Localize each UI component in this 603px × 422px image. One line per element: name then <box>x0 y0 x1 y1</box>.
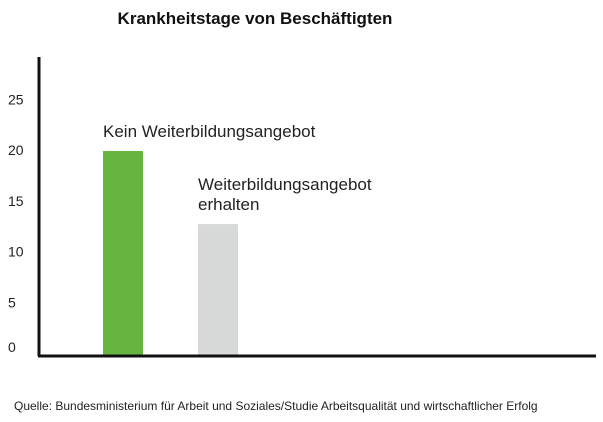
bar-label-1: Kein Weiterbildungsangebot <box>103 122 316 141</box>
bar-2 <box>198 224 238 356</box>
y-tick-label: 20 <box>8 142 24 158</box>
bar-labels-group: Kein Weiterbildungsangebot Weiterbildungs… <box>103 122 372 214</box>
y-tick-label: 5 <box>8 294 16 310</box>
y-tick-label: 15 <box>8 193 24 209</box>
chart-title: Krankheitstage von Beschäftigten <box>117 9 393 28</box>
bar-label-line: erhalten <box>198 195 259 214</box>
bar-label-line: Weiterbildungsangebot <box>198 175 372 194</box>
y-tick-label: 25 <box>8 91 24 107</box>
source-note: Quelle: Bundesministerium für Arbeit und… <box>14 399 538 413</box>
bar-label-2: Weiterbildungsangebot erhalten <box>198 175 372 214</box>
bar-label-line: Kein Weiterbildungsangebot <box>103 122 316 141</box>
y-tick-label: 0 <box>8 339 16 355</box>
bar-1 <box>103 151 143 356</box>
y-axis-ticks: 0 5 10 15 20 25 <box>8 91 24 355</box>
y-tick-label: 10 <box>8 244 24 260</box>
bars-group <box>103 151 238 356</box>
